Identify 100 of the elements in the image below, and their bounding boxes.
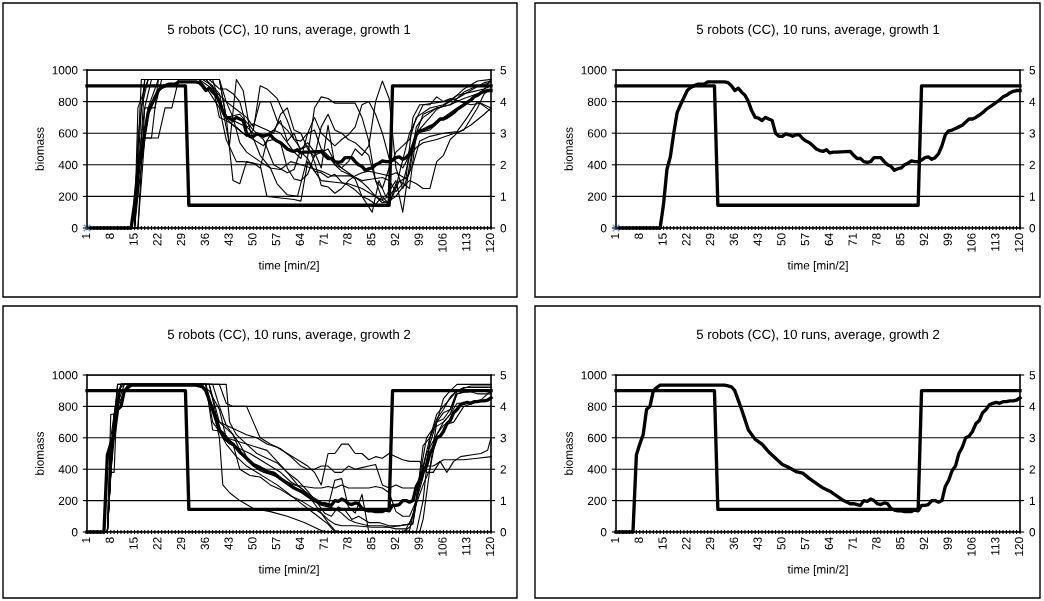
y-tick-label: 600 [58, 433, 78, 443]
y-tick-label: 0 [600, 528, 607, 537]
y2-tick-label: 2 [1029, 465, 1035, 474]
x-tick-label: 99 [414, 233, 423, 246]
y2-tick-label: 0 [500, 224, 507, 233]
y2-tick-label: 2 [500, 160, 506, 170]
y2-tick-label: 1 [500, 192, 507, 201]
y2-tick-label: 2 [500, 465, 506, 474]
x-tick-label: 113 [991, 537, 1000, 555]
y-tick-label: 1000 [581, 66, 607, 75]
y-tick-label: 1000 [581, 371, 607, 380]
x-tick-label: 36 [200, 537, 209, 550]
y2-tick-label: 1 [1029, 192, 1036, 201]
y-tick-label: 400 [58, 465, 78, 474]
y-axis-title: biomass [35, 127, 44, 171]
y2-tick-label: 4 [1029, 402, 1036, 411]
chart-title: 5 robots (CC), 10 runs, average, growth 1 [167, 24, 411, 37]
x-tick-label: 113 [462, 233, 471, 251]
y-tick-label: 1000 [52, 371, 78, 380]
x-axis-title: time [min/2] [787, 564, 848, 576]
x-tick-label: 36 [729, 537, 738, 550]
x-tick-label: 78 [343, 537, 352, 550]
x-tick-label: 92 [919, 537, 929, 550]
x-tick-label: 8 [634, 233, 643, 239]
y2-tick-label: 3 [1029, 129, 1036, 138]
y-tick-label: 600 [587, 129, 607, 138]
x-tick-label: 36 [729, 233, 738, 246]
x-tick-label: 78 [343, 233, 352, 246]
x-tick-label: 78 [872, 537, 881, 550]
y-tick-label: 800 [587, 97, 607, 106]
x-tick-label: 113 [991, 233, 1000, 251]
x-tick-label: 1 [610, 537, 620, 543]
x-tick-label: 85 [895, 537, 905, 550]
x-tick-label: 57 [272, 233, 281, 246]
x-tick-label: 43 [753, 233, 762, 246]
y-tick-label: 400 [58, 160, 78, 170]
y-tick-label: 200 [58, 192, 78, 201]
x-tick-label: 92 [919, 233, 929, 246]
x-tick-label: 29 [705, 537, 715, 550]
x-tick-label: 99 [943, 233, 952, 246]
x-tick-label: 120 [1014, 233, 1024, 252]
x-tick-label: 64 [824, 537, 834, 550]
y2-tick-label: 5 [500, 371, 507, 380]
y-tick-label: 1000 [52, 66, 78, 75]
y2-tick-label: 4 [1029, 97, 1036, 106]
x-tick-label: 71 [848, 233, 857, 246]
y2-tick-label: 1 [1029, 496, 1036, 505]
y2-tick-label: 1 [500, 496, 507, 505]
x-tick-label: 71 [319, 537, 328, 550]
x-tick-label: 1 [81, 537, 91, 543]
x-tick-label: 85 [366, 233, 376, 246]
x-tick-label: 50 [777, 233, 786, 246]
x-tick-label: 78 [872, 233, 881, 246]
y2-tick-label: 2 [1029, 160, 1035, 170]
x-tick-label: 15 [129, 537, 138, 550]
x-tick-label: 43 [224, 537, 233, 550]
x-tick-label: 85 [895, 233, 905, 246]
x-tick-label: 64 [295, 537, 305, 550]
x-tick-label: 57 [801, 233, 810, 246]
y2-tick-label: 3 [500, 433, 507, 443]
x-tick-label: 1 [610, 233, 620, 239]
y-tick-label: 400 [587, 465, 607, 474]
y-tick-label: 0 [71, 528, 78, 537]
x-tick-label: 22 [153, 537, 162, 550]
y2-tick-label: 0 [1029, 224, 1036, 233]
y-tick-label: 0 [600, 224, 607, 233]
x-tick-label: 106 [438, 537, 447, 556]
x-tick-label: 57 [272, 537, 281, 550]
x-tick-label: 64 [295, 233, 305, 246]
y-axis-title: biomass [564, 431, 573, 475]
x-tick-label: 64 [824, 233, 834, 246]
x-tick-label: 43 [753, 537, 762, 550]
x-tick-label: 1 [81, 233, 91, 239]
x-tick-label: 15 [129, 233, 138, 246]
x-tick-label: 106 [967, 233, 976, 252]
x-tick-label: 50 [248, 233, 257, 246]
x-tick-label: 120 [1014, 537, 1024, 556]
x-axis-title: time [min/2] [258, 260, 319, 272]
x-tick-label: 50 [777, 537, 786, 550]
y-tick-label: 200 [587, 496, 607, 505]
x-tick-label: 50 [248, 537, 257, 550]
x-tick-label: 8 [105, 537, 114, 543]
y2-tick-label: 3 [500, 129, 507, 138]
x-tick-label: 113 [462, 537, 471, 555]
y-tick-label: 600 [58, 129, 78, 138]
y-axis-title: biomass [35, 431, 44, 475]
chart-title: 5 robots (CC), 10 runs, average, growth 2 [696, 329, 940, 342]
y-tick-label: 200 [58, 496, 78, 505]
y2-tick-label: 4 [500, 402, 507, 411]
x-tick-label: 120 [485, 537, 495, 556]
chart-title: 5 robots (CC), 10 runs, average, growth 1 [696, 24, 940, 37]
x-tick-label: 92 [390, 537, 400, 550]
y2-tick-label: 5 [500, 66, 507, 75]
x-tick-label: 22 [682, 537, 691, 550]
x-tick-label: 15 [658, 233, 667, 246]
y-tick-label: 0 [71, 224, 78, 233]
x-tick-label: 36 [200, 233, 209, 246]
y-tick-label: 800 [58, 97, 78, 106]
y-tick-label: 800 [587, 402, 607, 411]
x-tick-label: 29 [705, 233, 715, 246]
